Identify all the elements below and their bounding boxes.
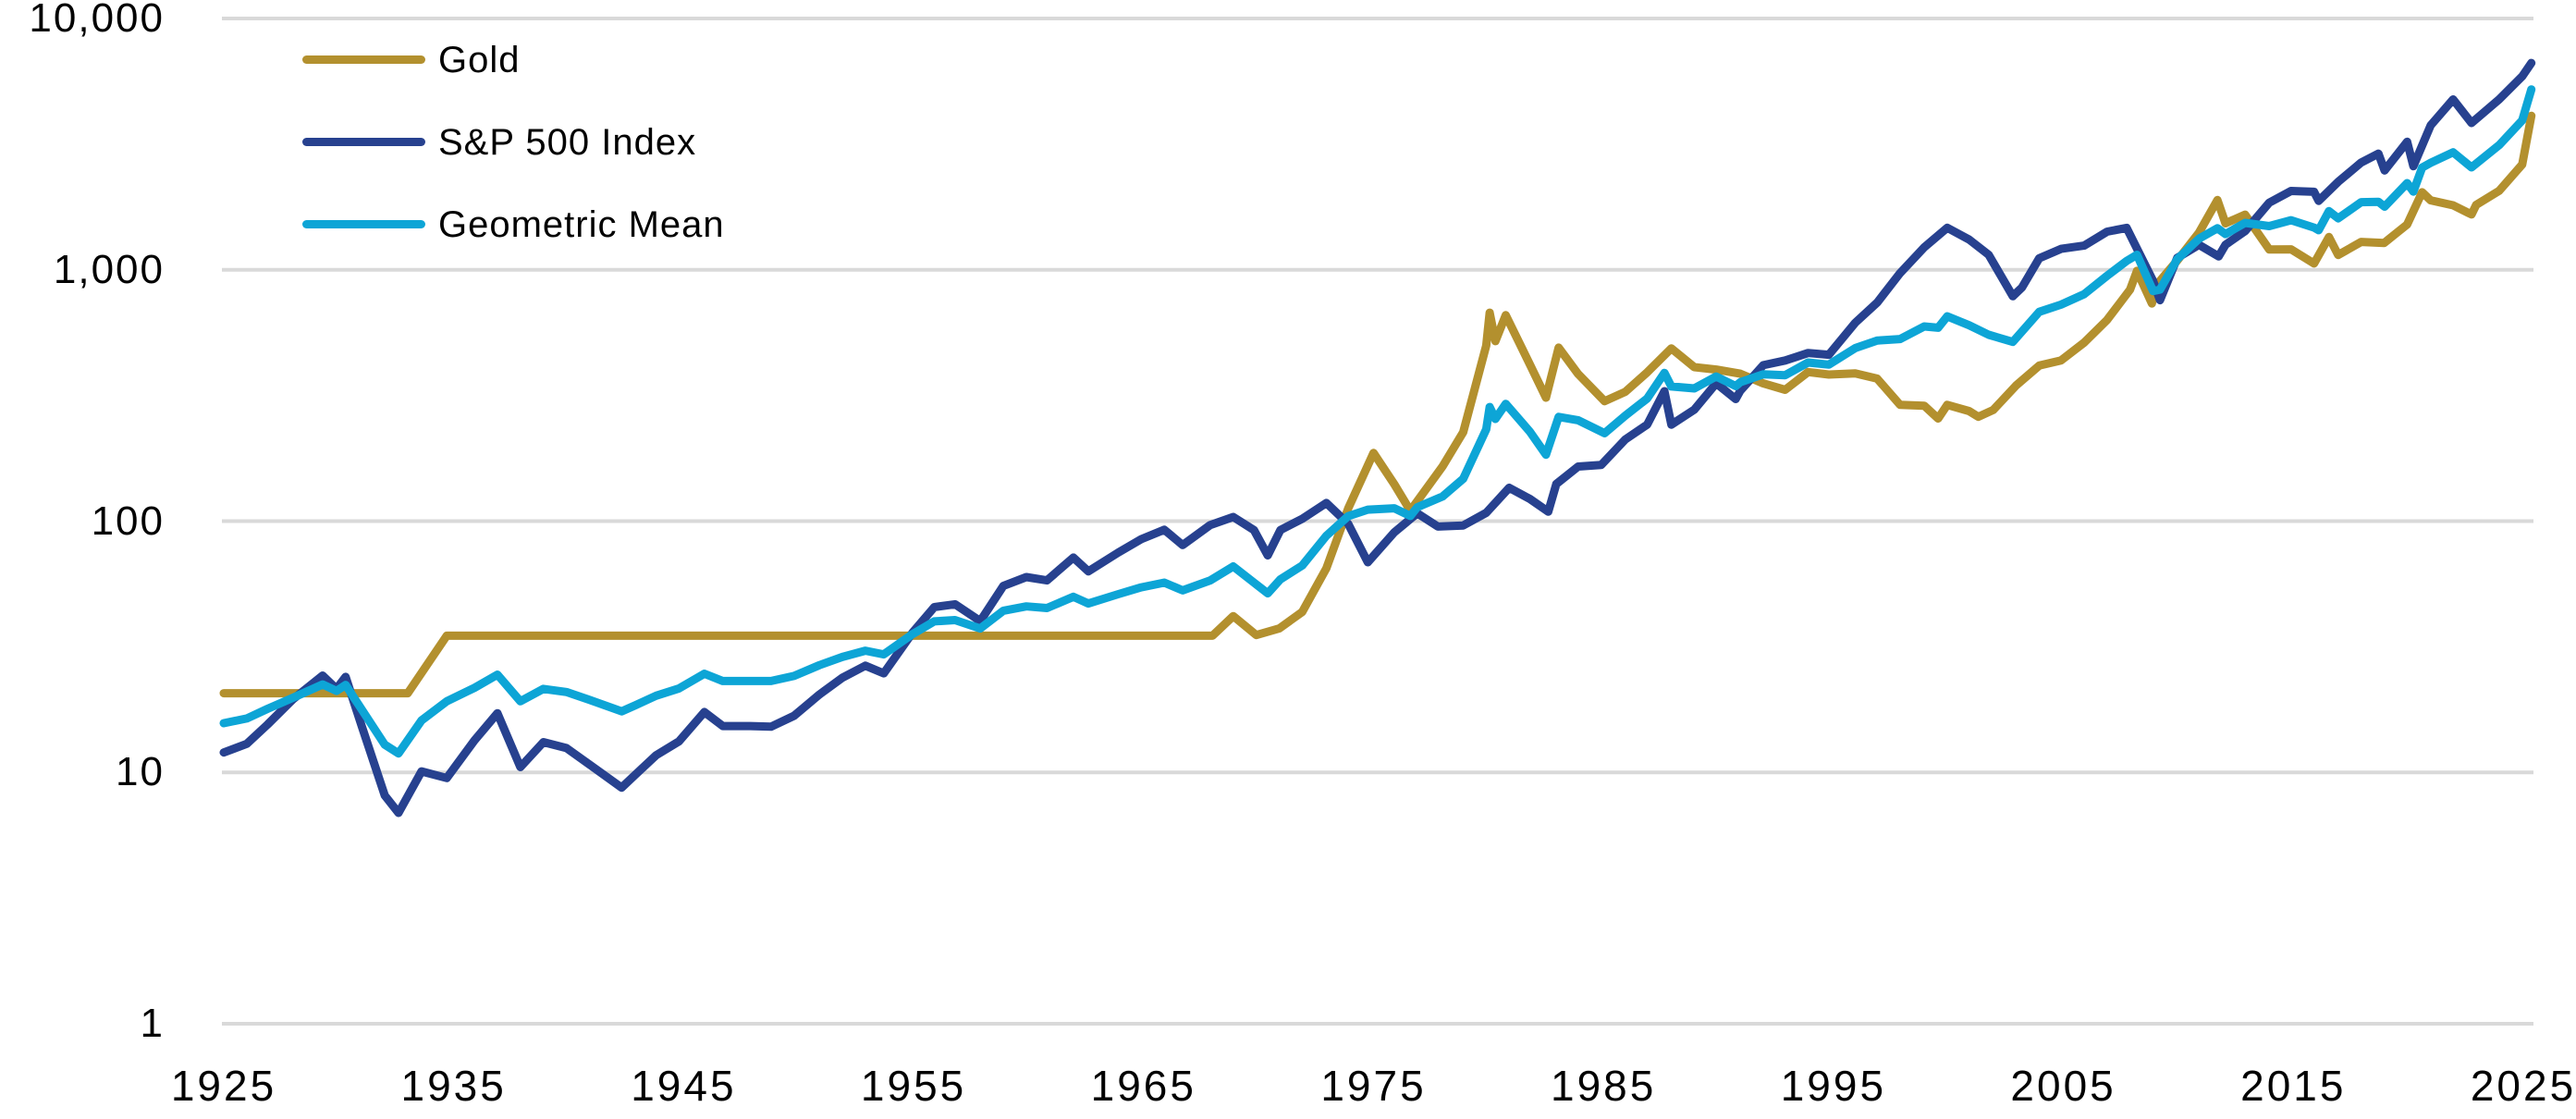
x-axis-tick-label-1935: 1935 [400, 1062, 507, 1110]
series-line-geometric-mean [219, 85, 2536, 758]
y-axis-tick-label-10: 10 [116, 749, 165, 795]
x-axis-tick-label-1975: 1975 [1320, 1062, 1427, 1110]
x-axis-tick-label-1925: 1925 [170, 1062, 277, 1110]
x-axis-tick-label-1995: 1995 [1780, 1062, 1887, 1110]
legend-label-geometric-mean: Geometric Mean [438, 203, 725, 245]
legend-item-geometric-mean: Geometric Mean [302, 183, 725, 265]
sp500-line-swatch-icon [302, 138, 425, 146]
y-axis-tick-label-1: 1 [140, 1001, 165, 1046]
y-axis-tick-label-100: 100 [91, 498, 165, 544]
geometric-mean-line-swatch-icon [302, 220, 425, 228]
x-axis-tick-label-1945: 1945 [631, 1062, 737, 1110]
series-line-s-p-500-index [219, 58, 2536, 818]
x-axis-tick-label-1965: 1965 [1090, 1062, 1196, 1110]
x-axis-tick-label-1985: 1985 [1551, 1062, 1657, 1110]
y-axis-tick-label-1-000: 1,000 [53, 246, 165, 292]
gold-line-swatch-icon [302, 55, 425, 64]
x-axis-tick-label-1955: 1955 [860, 1062, 967, 1110]
legend-label-gold: Gold [438, 39, 521, 80]
x-axis-tick-label-2005: 2005 [2010, 1062, 2116, 1110]
legend-item-gold: Gold [302, 18, 725, 101]
legend-label-sp500: S&P 500 Index [438, 121, 697, 163]
legend-item-sp500: S&P 500 Index [302, 101, 725, 183]
y-axis-tick-label-10-000: 10,000 [29, 0, 165, 41]
legend: Gold S&P 500 Index Geometric Mean [302, 18, 725, 265]
x-axis-tick-label-2015: 2015 [2240, 1062, 2347, 1110]
x-axis-tick-label-2025: 2025 [2470, 1062, 2576, 1110]
